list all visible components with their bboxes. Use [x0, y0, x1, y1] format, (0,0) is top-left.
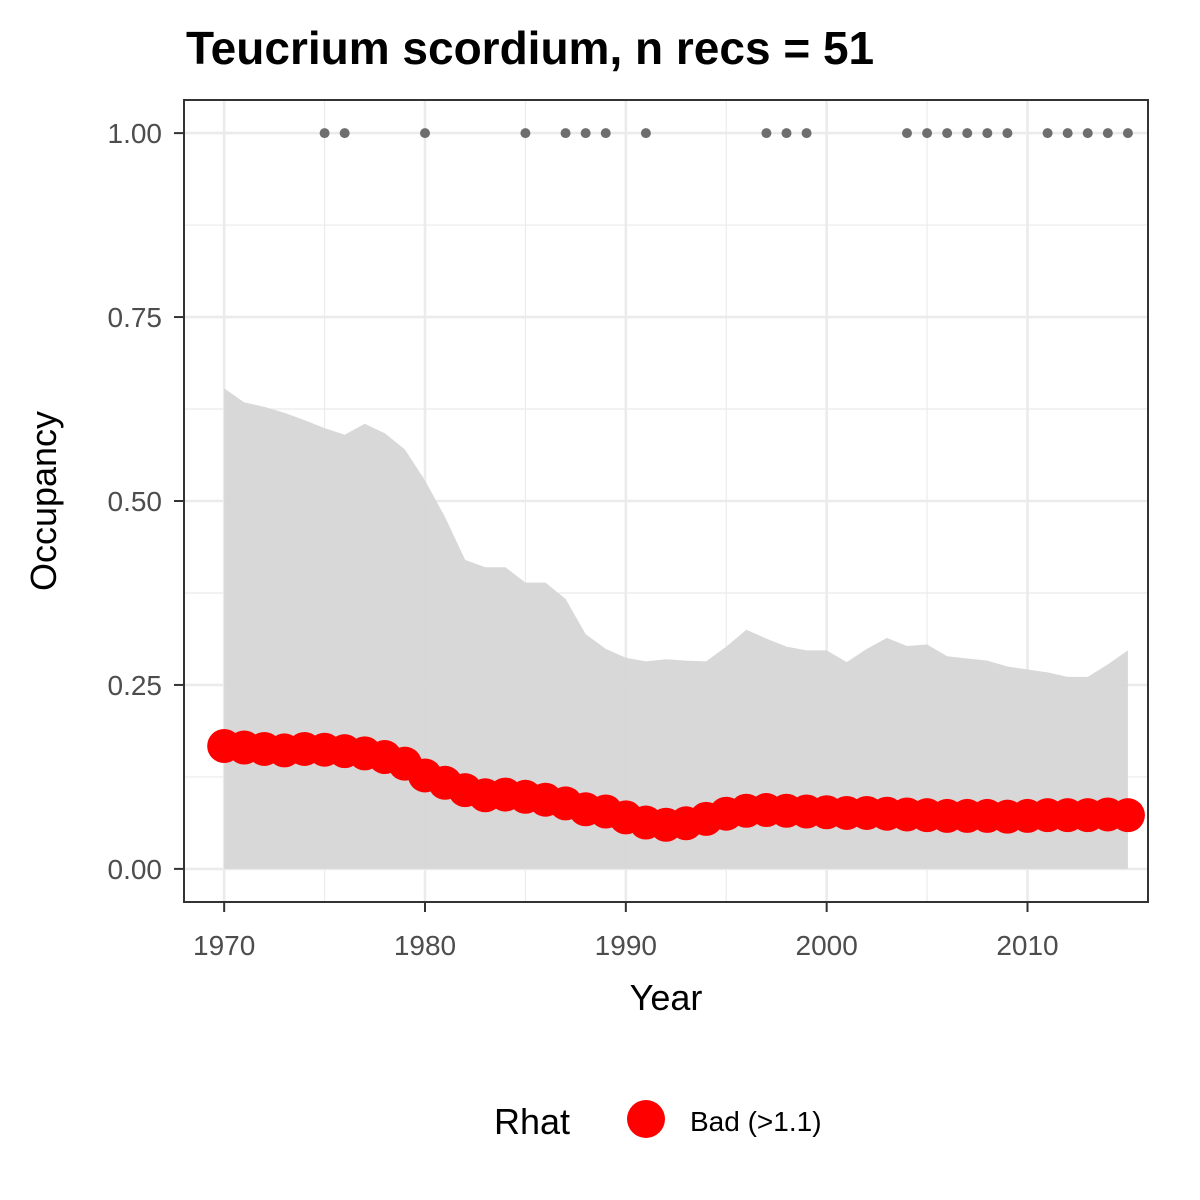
- record-point: [1122, 128, 1133, 139]
- y-tick-label: 0.75: [108, 302, 163, 333]
- credible-interval-ribbon: [224, 388, 1128, 869]
- record-point: [580, 128, 591, 139]
- legend-title: Rhat: [494, 1101, 570, 1142]
- record-point: [1062, 128, 1073, 139]
- x-axis-title: Year: [630, 977, 703, 1018]
- legend: Rhat Bad (>1.1): [494, 1100, 822, 1142]
- legend-key-bad: [627, 1100, 665, 1138]
- record-point: [1102, 128, 1113, 139]
- y-tick-label: 0.00: [108, 854, 163, 885]
- x-tick-label: 2010: [996, 930, 1058, 961]
- record-points: [319, 128, 1133, 139]
- record-point: [640, 128, 651, 139]
- record-point: [520, 128, 531, 139]
- record-point: [942, 128, 953, 139]
- record-point: [781, 128, 792, 139]
- series-point: [1110, 798, 1145, 833]
- record-point: [339, 128, 350, 139]
- record-point: [560, 128, 571, 139]
- y-tick-label: 0.25: [108, 670, 163, 701]
- chart-title: Teucrium scordium, n recs = 51: [186, 22, 874, 74]
- occupancy-series: [207, 729, 1145, 842]
- x-tick-label: 1990: [595, 930, 657, 961]
- x-tick-label: 1980: [394, 930, 456, 961]
- y-tick-label: 0.50: [108, 486, 163, 517]
- y-tick-label: 1.00: [108, 118, 163, 149]
- record-point: [1042, 128, 1053, 139]
- record-point: [982, 128, 993, 139]
- record-point: [600, 128, 611, 139]
- x-tick-label: 1970: [193, 930, 255, 961]
- y-axis-title: Occupancy: [23, 411, 64, 591]
- record-point: [801, 128, 812, 139]
- panel-border: [183, 99, 1149, 903]
- record-point: [319, 128, 330, 139]
- axis-ticks: 1970 1980 1990 2000 2010 0.00 0.25 0.50 0.75 1.00: [108, 118, 1059, 961]
- ribbon-area: [224, 388, 1128, 869]
- record-point: [761, 128, 772, 139]
- record-point: [922, 128, 933, 139]
- record-point: [1002, 128, 1013, 139]
- record-point: [1082, 128, 1093, 139]
- record-point: [420, 128, 430, 139]
- record-point: [962, 128, 973, 139]
- legend-label-bad: Bad (>1.1): [690, 1106, 822, 1137]
- record-point: [902, 128, 912, 139]
- x-tick-label: 2000: [796, 930, 858, 961]
